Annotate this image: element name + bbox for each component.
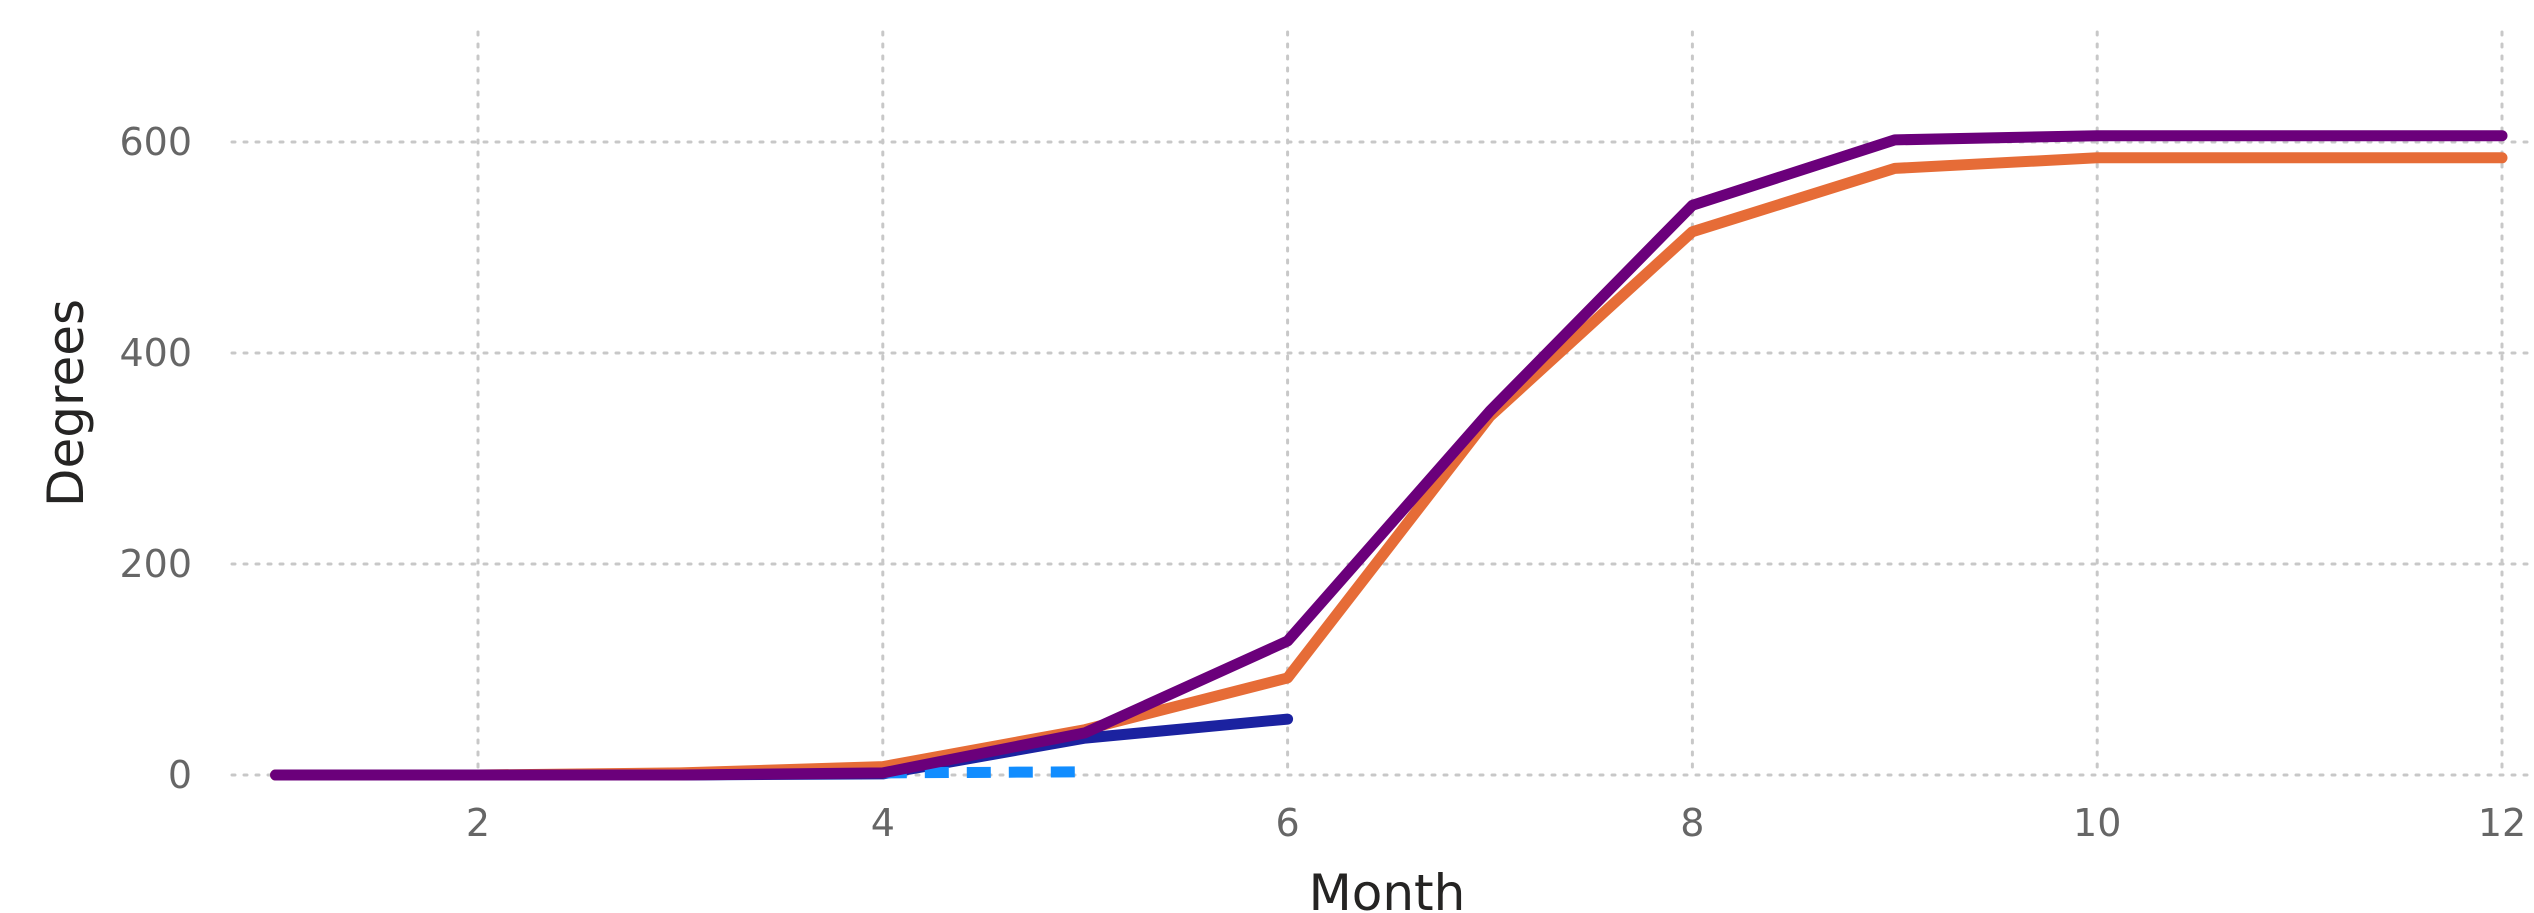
- gridlines: [230, 30, 2534, 777]
- y-axis-ticks: 0 200 400 600: [119, 120, 192, 797]
- x-tick-label: 8: [1680, 801, 1704, 845]
- x-axis-title: Month: [1309, 864, 1466, 913]
- y-axis-title: Degrees: [37, 299, 95, 507]
- y-tick-label: 200: [119, 542, 192, 586]
- x-tick-label: 6: [1276, 801, 1300, 845]
- x-tick-label: 12: [2478, 801, 2526, 845]
- x-axis-ticks: 2 4 6 8 10 12: [466, 801, 2526, 845]
- x-tick-label: 10: [2073, 801, 2121, 845]
- x-tick-label: 2: [466, 801, 490, 845]
- series-line-3: [270, 152, 2508, 781]
- y-tick-label: 0: [168, 753, 192, 797]
- series-lines: [270, 130, 2508, 781]
- x-tick-label: 4: [871, 801, 895, 845]
- series-line-2: [882, 766, 1086, 779]
- y-tick-label: 600: [119, 120, 192, 164]
- series-line-4: [270, 130, 2508, 781]
- y-tick-label: 400: [119, 331, 192, 375]
